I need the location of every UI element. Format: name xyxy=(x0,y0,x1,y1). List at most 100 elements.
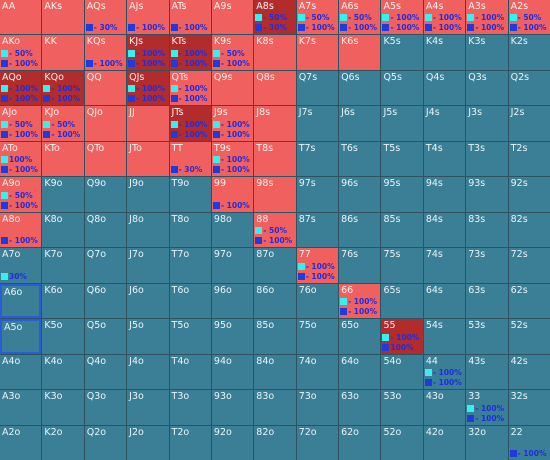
hand-cell-85o[interactable]: 85o xyxy=(254,319,296,354)
hand-cell-k5s[interactable]: K5s xyxy=(381,35,423,70)
hand-cell-t4o[interactable]: T4o xyxy=(169,354,211,390)
hand-cell-kqo[interactable]: KQo - 100% - 100% xyxy=(42,70,84,106)
hand-cell-a7s[interactable]: A7s - 50% - 100% xyxy=(296,0,339,35)
hand-cell-t2s[interactable]: T2s xyxy=(508,141,550,177)
hand-cell-j5o[interactable]: J5o xyxy=(127,319,169,354)
hand-cell-q7o[interactable]: Q7o xyxy=(84,248,127,283)
hand-cell-86o[interactable]: 86o xyxy=(254,283,296,319)
hand-cell-t6s[interactable]: T6s xyxy=(339,141,381,177)
hand-cell-q6o[interactable]: Q6o xyxy=(84,283,127,319)
hand-cell-82o[interactable]: 82o xyxy=(254,425,296,460)
hand-cell-j4o[interactable]: J4o xyxy=(127,354,169,390)
hand-cell-tt[interactable]: TT - 30% xyxy=(169,141,211,177)
hand-cell-jts[interactable]: JTs - 100% - 100% xyxy=(169,106,211,141)
hand-cell-q5o[interactable]: Q5o xyxy=(84,319,127,354)
hand-cell-q4s[interactable]: Q4s xyxy=(423,70,466,106)
hand-cell-86s[interactable]: 86s xyxy=(339,212,381,248)
hand-cell-t4s[interactable]: T4s xyxy=(423,141,466,177)
hand-cell-54o[interactable]: 54o xyxy=(381,354,423,390)
hand-cell-a4o[interactable]: A4o xyxy=(0,354,42,390)
hand-cell-62o[interactable]: 62o xyxy=(339,425,381,460)
hand-cell-92o[interactable]: 92o xyxy=(211,425,254,460)
hand-cell-aa[interactable]: AA xyxy=(0,0,42,35)
hand-cell-66[interactable]: 66- 100% - 100% xyxy=(339,283,381,319)
hand-cell-76s[interactable]: 76s xyxy=(339,248,381,283)
hand-cell-k2o[interactable]: K2o xyxy=(42,425,84,460)
hand-cell-a5s[interactable]: A5s - 100% - 100% xyxy=(381,0,423,35)
hand-cell-t9o[interactable]: T9o xyxy=(169,177,211,212)
hand-cell-q6s[interactable]: Q6s xyxy=(339,70,381,106)
hand-cell-96s[interactable]: 96s xyxy=(339,177,381,212)
hand-cell-84o[interactable]: 84o xyxy=(254,354,296,390)
hand-cell-a2o[interactable]: A2o xyxy=(0,425,42,460)
hand-cell-j6o[interactable]: J6o xyxy=(127,283,169,319)
hand-cell-kk[interactable]: KK xyxy=(42,35,84,70)
hand-cell-a4s[interactable]: A4s - 100% - 100% xyxy=(423,0,466,35)
hand-cell-83s[interactable]: 83s xyxy=(466,212,508,248)
hand-cell-96o[interactable]: 96o xyxy=(211,283,254,319)
hand-cell-97o[interactable]: 97o xyxy=(211,248,254,283)
hand-cell-74s[interactable]: 74s xyxy=(423,248,466,283)
hand-cell-k4s[interactable]: K4s xyxy=(423,35,466,70)
hand-cell-75o[interactable]: 75o xyxy=(296,319,339,354)
hand-cell-t3s[interactable]: T3s xyxy=(466,141,508,177)
hand-cell-k9s[interactable]: K9s - 50% - 100% xyxy=(211,35,254,70)
hand-cell-87o[interactable]: 87o xyxy=(254,248,296,283)
hand-cell-t2o[interactable]: T2o xyxy=(169,425,211,460)
hand-cell-94o[interactable]: 94o xyxy=(211,354,254,390)
hand-cell-jto[interactable]: JTo xyxy=(127,141,169,177)
hand-cell-53s[interactable]: 53s xyxy=(466,319,508,354)
hand-cell-kto[interactable]: KTo xyxy=(42,141,84,177)
hand-cell-55[interactable]: 55- 100% 100% xyxy=(381,319,423,354)
hand-cell-52s[interactable]: 52s xyxy=(508,319,550,354)
hand-cell-kts[interactable]: KTs - 100% - 100% xyxy=(169,35,211,70)
hand-cell-33[interactable]: 33- 100% - 100% xyxy=(466,390,508,425)
hand-cell-j8o[interactable]: J8o xyxy=(127,212,169,248)
hand-cell-a6o[interactable]: A6o xyxy=(0,283,42,319)
hand-cell-ats[interactable]: ATs - 100% xyxy=(169,0,211,35)
hand-cell-83o[interactable]: 83o xyxy=(254,390,296,425)
hand-cell-32o[interactable]: 32o xyxy=(466,425,508,460)
hand-cell-j7s[interactable]: J7s xyxy=(296,106,339,141)
hand-cell-k9o[interactable]: K9o xyxy=(42,177,84,212)
hand-cell-95o[interactable]: 95o xyxy=(211,319,254,354)
hand-cell-q7s[interactable]: Q7s xyxy=(296,70,339,106)
hand-cell-k5o[interactable]: K5o xyxy=(42,319,84,354)
hand-cell-72s[interactable]: 72s xyxy=(508,248,550,283)
hand-cell-74o[interactable]: 74o xyxy=(296,354,339,390)
hand-cell-a2s[interactable]: A2s - 50% - 100% xyxy=(508,0,550,35)
hand-cell-q4o[interactable]: Q4o xyxy=(84,354,127,390)
hand-cell-t7s[interactable]: T7s xyxy=(296,141,339,177)
hand-cell-94s[interactable]: 94s xyxy=(423,177,466,212)
hand-cell-a6s[interactable]: A6s - 50% - 100% xyxy=(339,0,381,35)
hand-cell-82s[interactable]: 82s xyxy=(508,212,550,248)
hand-cell-43s[interactable]: 43s xyxy=(466,354,508,390)
hand-cell-t3o[interactable]: T3o xyxy=(169,390,211,425)
hand-cell-j9s[interactable]: J9s - 100% - 100% xyxy=(211,106,254,141)
hand-cell-54s[interactable]: 54s xyxy=(423,319,466,354)
hand-cell-j2o[interactable]: J2o xyxy=(127,425,169,460)
hand-cell-87s[interactable]: 87s xyxy=(296,212,339,248)
hand-cell-t8o[interactable]: T8o xyxy=(169,212,211,248)
hand-cell-63s[interactable]: 63s xyxy=(466,283,508,319)
hand-cell-q2s[interactable]: Q2s xyxy=(508,70,550,106)
hand-cell-j4s[interactable]: J4s xyxy=(423,106,466,141)
hand-cell-98o[interactable]: 98o xyxy=(211,212,254,248)
hand-cell-43o[interactable]: 43o xyxy=(423,390,466,425)
hand-cell-42o[interactable]: 42o xyxy=(423,425,466,460)
hand-cell-j8s[interactable]: J8s xyxy=(254,106,296,141)
hand-cell-jj[interactable]: JJ xyxy=(127,106,169,141)
hand-cell-a3s[interactable]: A3s - 100% - 100% xyxy=(466,0,508,35)
hand-cell-44[interactable]: 44- 100% - 100% xyxy=(423,354,466,390)
hand-cell-63o[interactable]: 63o xyxy=(339,390,381,425)
hand-cell-qq[interactable]: QQ xyxy=(84,70,127,106)
hand-cell-75s[interactable]: 75s xyxy=(381,248,423,283)
hand-cell-73s[interactable]: 73s xyxy=(466,248,508,283)
hand-cell-qts[interactable]: QTs - 100% - 100% xyxy=(169,70,211,106)
hand-cell-q2o[interactable]: Q2o xyxy=(84,425,127,460)
hand-cell-ako[interactable]: AKo - 50% - 100% xyxy=(0,35,42,70)
hand-cell-qjs[interactable]: QJs - 100% - 100% xyxy=(127,70,169,106)
hand-cell-kjs[interactable]: KJs - 100% - 100% xyxy=(127,35,169,70)
hand-cell-j5s[interactable]: J5s xyxy=(381,106,423,141)
hand-cell-a9o[interactable]: A9o - 50% - 100% xyxy=(0,177,42,212)
